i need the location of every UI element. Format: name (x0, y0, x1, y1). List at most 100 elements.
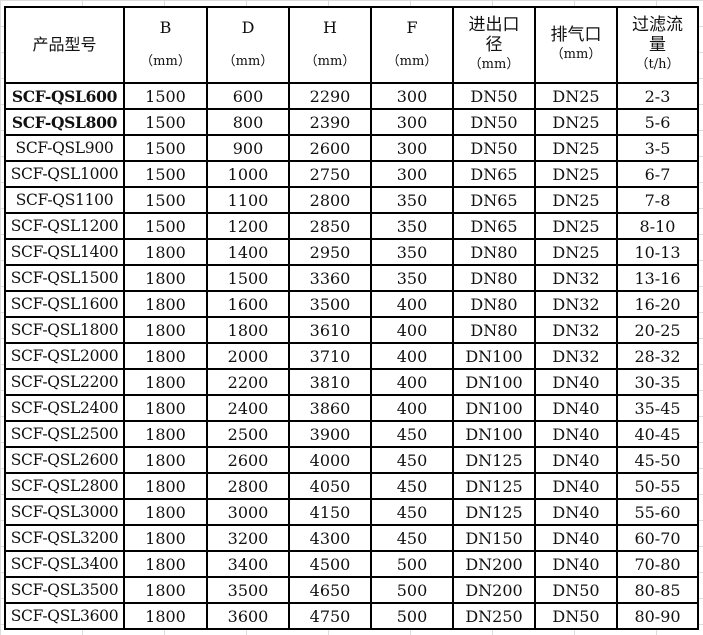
cell-d: 1100 (206, 186, 290, 214)
cell-d: 1800 (206, 316, 290, 344)
cell-inlet-outlet: DN50 (452, 108, 536, 136)
cell-b: 1500 (123, 108, 208, 136)
cell-vent: DN40 (534, 368, 618, 396)
cell-model: SCF-QSL600 (4, 82, 125, 110)
header-inlet-outlet: 进出口径 （mm） (452, 6, 536, 84)
cell-inlet-outlet: DN80 (452, 238, 536, 266)
header-model: 产品型号 (4, 6, 125, 84)
cell-flow: 80-85 (616, 576, 699, 604)
cell-flow: 16-20 (616, 290, 699, 318)
cell-inlet-outlet: DN100 (452, 420, 536, 448)
cell-inlet-outlet: DN80 (452, 316, 536, 344)
cell-b: 1800 (123, 290, 208, 318)
header-unit: （t/h） (635, 57, 680, 72)
cell-inlet-outlet: DN65 (452, 186, 536, 214)
cell-model: SCF-QSL1800 (4, 316, 125, 344)
cell-f: 500 (370, 602, 454, 630)
cell-h: 2390 (288, 108, 372, 136)
cell-d: 3200 (206, 524, 290, 552)
header-vent: 排气口 （mm） (534, 6, 618, 84)
cell-d: 1400 (206, 238, 290, 266)
cell-h: 3860 (288, 394, 372, 422)
cell-f: 350 (370, 264, 454, 292)
cell-d: 600 (206, 82, 290, 110)
cell-inlet-outlet: DN125 (452, 446, 536, 474)
cell-flow: 30-35 (616, 368, 699, 396)
cell-f: 350 (370, 186, 454, 214)
cell-flow: 45-50 (616, 446, 699, 474)
cell-vent: DN25 (534, 186, 618, 214)
header-label: 产品型号 (32, 35, 97, 54)
cell-vent: DN40 (534, 498, 618, 526)
header-b: B （mm） (123, 6, 208, 84)
cell-f: 450 (370, 446, 454, 474)
header-unit: （mm） (468, 57, 520, 72)
table-row: SCF-QSL1200 1500 1200 2850 350 DN65 DN25 8-10 (4, 212, 699, 240)
cell-f: 350 (370, 212, 454, 240)
table-row: SCF-QSL3600 1800 3600 4750 500 DN250 DN50 80-90 (4, 602, 699, 630)
cell-b: 1800 (123, 316, 208, 344)
cell-model: SCF-QSL2500 (4, 420, 125, 448)
cell-vent: DN32 (534, 342, 618, 370)
table-row: SCF-QS1100 1500 1100 2800 350 DN65 DN25 7-8 (4, 186, 699, 214)
cell-inlet-outlet: DN150 (452, 524, 536, 552)
cell-model: SCF-QSL3200 (4, 524, 125, 552)
cell-b: 1500 (123, 82, 208, 110)
cell-h: 4150 (288, 498, 372, 526)
table-row: SCF-QSL3400 1800 3400 4500 500 DN200 DN40 70-80 (4, 550, 699, 578)
cell-inlet-outlet: DN50 (452, 134, 536, 162)
cell-b: 1800 (123, 576, 208, 604)
table-row: SCF-QSL1500 1800 1500 3360 350 DN80 DN32 13-16 (4, 264, 699, 292)
table-row: SCF-QSL2600 1800 2600 4000 450 DN125 DN40 45-50 (4, 446, 699, 474)
cell-h: 4500 (288, 550, 372, 578)
cell-flow: 55-60 (616, 498, 699, 526)
cell-b: 1800 (123, 342, 208, 370)
cell-b: 1800 (123, 264, 208, 292)
cell-f: 350 (370, 238, 454, 266)
cell-d: 2800 (206, 472, 290, 500)
cell-b: 1800 (123, 472, 208, 500)
header-d: D （mm） (206, 6, 290, 84)
table-row: SCF-QSL3000 1800 3000 4150 450 DN125 DN40 55-60 (4, 498, 699, 526)
cell-model: SCF-QSL2600 (4, 446, 125, 474)
cell-f: 300 (370, 82, 454, 110)
cell-flow: 5-6 (616, 108, 699, 136)
cell-b: 1800 (123, 602, 208, 630)
table-row: SCF-QSL1000 1500 1000 2750 300 DN65 DN25 6-7 (4, 160, 699, 188)
cell-f: 400 (370, 290, 454, 318)
cell-h: 2750 (288, 160, 372, 188)
cell-vent: DN50 (534, 602, 618, 630)
cell-model: SCF-QSL1600 (4, 290, 125, 318)
cell-flow: 35-45 (616, 394, 699, 422)
cell-d: 800 (206, 108, 290, 136)
cell-d: 2500 (206, 420, 290, 448)
cell-inlet-outlet: DN250 (452, 602, 536, 630)
header-label: H (323, 18, 337, 37)
cell-f: 300 (370, 108, 454, 136)
header-label: 过滤流量 (632, 15, 683, 55)
cell-d: 900 (206, 134, 290, 162)
cell-h: 4650 (288, 576, 372, 604)
cell-h: 2290 (288, 82, 372, 110)
cell-d: 1200 (206, 212, 290, 240)
header-label: B (159, 18, 172, 37)
cell-flow: 7-8 (616, 186, 699, 214)
cell-h: 3710 (288, 342, 372, 370)
cell-b: 1800 (123, 394, 208, 422)
cell-f: 450 (370, 472, 454, 500)
cell-flow: 3-5 (616, 134, 699, 162)
table-row: SCF-QSL3200 1800 3200 4300 450 DN150 DN40 60-70 (4, 524, 699, 552)
cell-flow: 70-80 (616, 550, 699, 578)
cell-flow: 6-7 (616, 160, 699, 188)
cell-inlet-outlet: DN100 (452, 394, 536, 422)
cell-inlet-outlet: DN100 (452, 342, 536, 370)
cell-flow: 2-3 (616, 82, 699, 110)
cell-vent: DN25 (534, 160, 618, 188)
cell-d: 2000 (206, 342, 290, 370)
cell-model: SCF-QSL1500 (4, 264, 125, 292)
cell-inlet-outlet: DN100 (452, 368, 536, 396)
cell-model: SCF-QSL2200 (4, 368, 125, 396)
cell-vent: DN50 (534, 576, 618, 604)
cell-model: SCF-QSL1200 (4, 212, 125, 240)
cell-f: 400 (370, 368, 454, 396)
